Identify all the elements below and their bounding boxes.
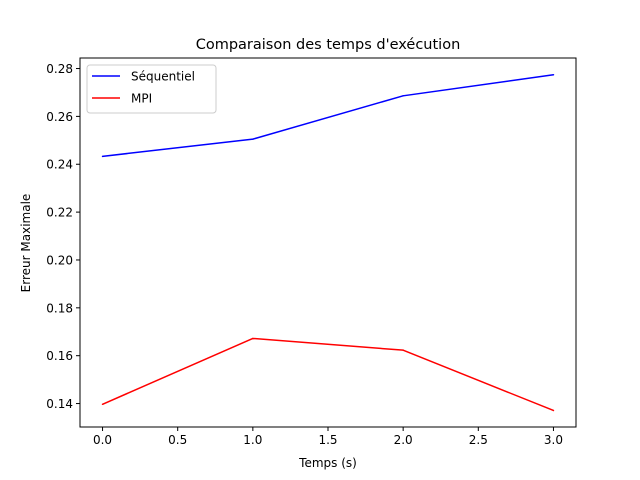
y-tick-label: 0.14 <box>46 397 73 411</box>
series-layer <box>101 74 555 412</box>
x-axis: 0.0 0.5 1.0 1.5 2.0 2.5 3.0 <box>93 427 563 447</box>
y-tick-label: 0.20 <box>46 253 73 267</box>
data-point <box>552 74 555 76</box>
data-point <box>101 403 104 406</box>
legend-box <box>86 64 217 114</box>
y-tick-label: 0.16 <box>46 349 73 363</box>
y-tick-label: 0.18 <box>46 301 73 315</box>
series-line-0 <box>102 74 554 158</box>
x-axis-label: Temps (s) <box>298 456 357 470</box>
data-point <box>552 409 555 412</box>
y-axis: 0.14 0.16 0.18 0.20 0.22 0.24 0.26 0.28 <box>46 62 80 411</box>
series-line-1 <box>102 337 554 412</box>
x-tick-label: 0.0 <box>93 433 112 447</box>
x-tick-label: 1.5 <box>318 433 337 447</box>
legend: Séquentiel MPI <box>86 64 217 114</box>
legend-label-0: Séquentiel <box>131 70 195 84</box>
y-tick-label: 0.22 <box>46 206 73 220</box>
y-tick-label: 0.26 <box>46 110 73 124</box>
data-point <box>402 349 404 351</box>
data-point <box>402 95 404 97</box>
x-tick-label: 2.5 <box>469 433 488 447</box>
data-point <box>252 138 254 140</box>
x-tick-label: 0.5 <box>168 433 187 447</box>
data-point <box>101 155 104 158</box>
y-axis-label: Erreur Maximale <box>19 194 33 293</box>
y-tick-label: 0.28 <box>46 62 73 76</box>
x-tick-label: 2.0 <box>394 433 413 447</box>
x-tick-label: 1.0 <box>243 433 262 447</box>
data-point <box>252 337 254 340</box>
y-tick-label: 0.24 <box>46 158 73 172</box>
x-tick-label: 3.0 <box>544 433 563 447</box>
legend-label-1: MPI <box>131 92 152 106</box>
chart-title: Comparaison des temps d'exécution <box>196 37 461 53</box>
